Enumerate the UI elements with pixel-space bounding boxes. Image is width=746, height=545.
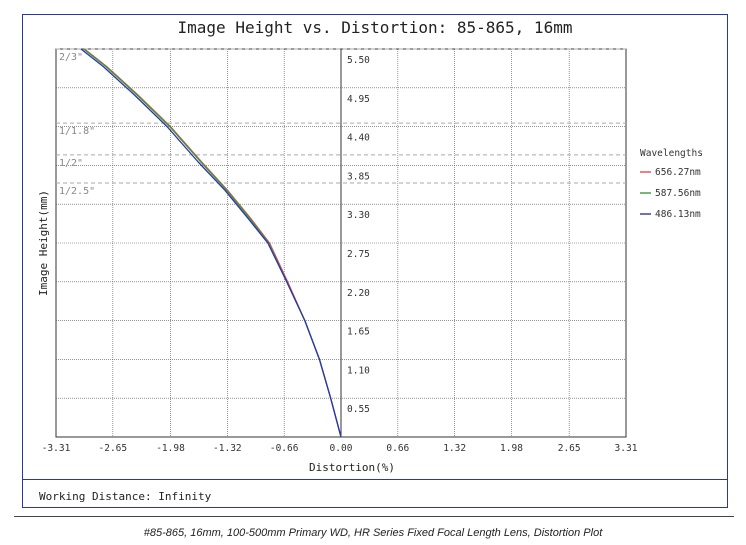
x-axis-label: Distortion(%) (309, 461, 395, 474)
figure-caption: #85-865, 16mm, 100-500mm Primary WD, HR … (143, 527, 603, 539)
x-tick-label: -1.98 (156, 443, 185, 454)
y-tick-label: 4.40 (347, 133, 370, 144)
chart-title: Image Height vs. Distortion: 85-865, 16m… (177, 18, 573, 37)
y-tick-label: 5.50 (347, 55, 370, 66)
sensor-format-lines: 2/3" 1/1.8" 1/2" 1/2.5" (56, 48, 626, 197)
distortion-curves (80, 48, 342, 438)
sensor-format-label: 1/1.8" (59, 126, 95, 137)
y-axis-label: Image Height(mm) (37, 190, 50, 296)
legend: Wavelengths 656.27nm 587.56nm 486.13nm (640, 148, 703, 220)
series-line (80, 48, 342, 438)
caption-rule (14, 516, 734, 517)
working-distance-label: Working Distance: Infinity (39, 490, 212, 503)
x-tick-label: 1.32 (443, 443, 466, 454)
x-tick-label: 2.65 (558, 443, 581, 454)
x-tick-label: -2.65 (99, 443, 128, 454)
x-tick-label: 3.31 (615, 443, 638, 454)
x-tick-label: 0.00 (330, 443, 353, 454)
x-tick-label: 1.98 (500, 443, 523, 454)
legend-entry: 486.13nm (655, 209, 701, 220)
x-tick-labels: -3.31 -2.65 -1.98 -1.32 -0.66 0.00 0.66 1.32 1.9… (42, 443, 638, 454)
sensor-format-label: 1/2.5" (59, 186, 95, 197)
y-tick-label: 3.85 (347, 171, 370, 182)
y-tick-label: 4.95 (347, 94, 370, 105)
grid (56, 48, 626, 437)
x-tick-label: 0.66 (386, 443, 409, 454)
legend-title: Wavelengths (640, 148, 703, 159)
sensor-format-label: 2/3" (59, 52, 83, 63)
x-tick-label: -3.31 (42, 443, 71, 454)
y-tick-label: 3.30 (347, 210, 370, 221)
y-tick-labels: 0.55 1.10 1.65 2.20 2.75 3.30 3.85 4.40 4.95 5.50 (347, 55, 370, 415)
legend-entry: 587.56nm (655, 188, 701, 199)
legend-entry: 656.27nm (655, 167, 701, 178)
y-tick-label: 1.65 (347, 327, 370, 338)
y-tick-label: 0.55 (347, 404, 370, 415)
y-tick-label: 2.75 (347, 249, 370, 260)
y-tick-label: 2.20 (347, 288, 370, 299)
sensor-format-label: 1/2" (59, 158, 83, 169)
y-tick-label: 1.10 (347, 365, 370, 376)
x-tick-label: -0.66 (270, 443, 299, 454)
x-tick-label: -1.32 (213, 443, 242, 454)
frame-divider (22, 479, 728, 480)
